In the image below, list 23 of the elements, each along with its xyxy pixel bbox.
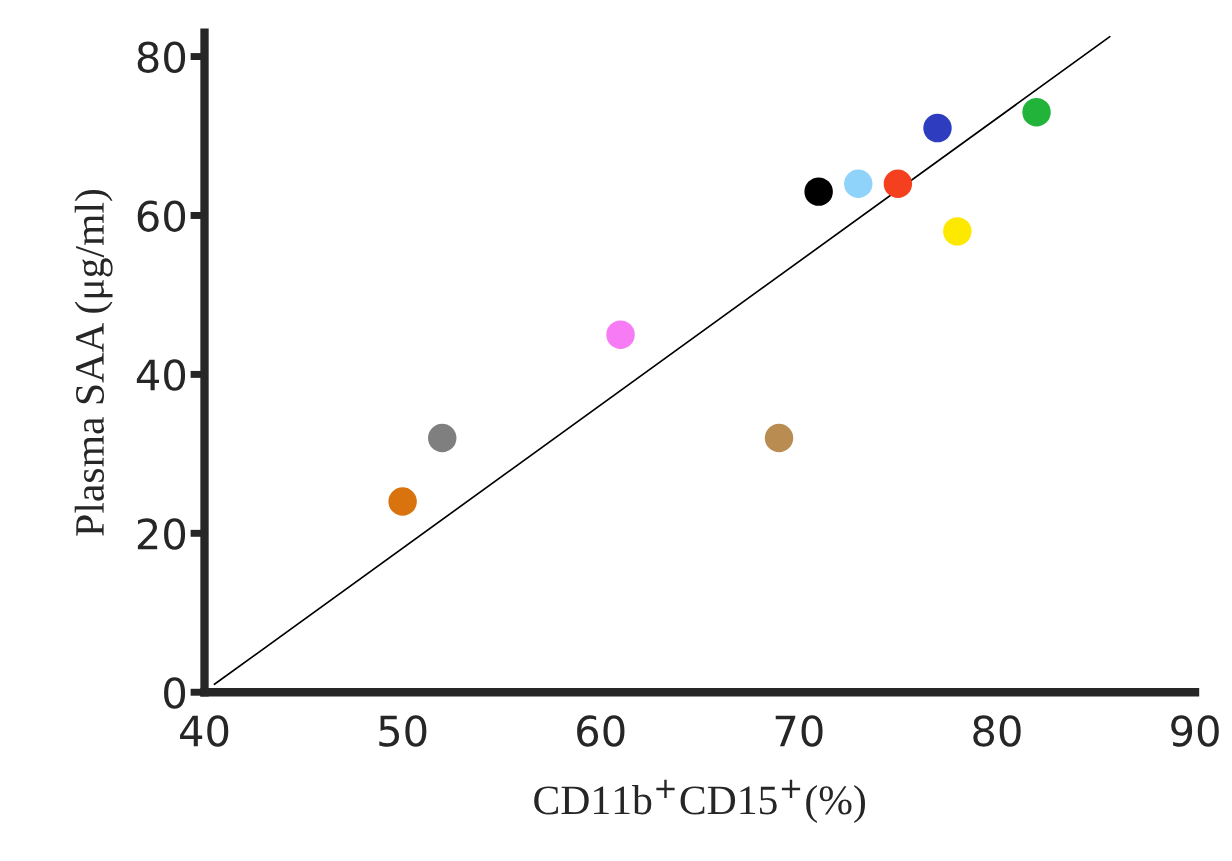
y-tick-label: 40 — [136, 359, 186, 391]
point — [606, 320, 635, 349]
x-tick-label: 40 — [180, 715, 229, 747]
point — [764, 423, 794, 453]
x-tick-label: 50 — [379, 715, 427, 747]
point — [883, 169, 913, 198]
y-tick-label: 20 — [137, 518, 186, 550]
point — [923, 113, 952, 143]
point — [1022, 97, 1051, 127]
point — [388, 487, 417, 516]
x-tick-label: 70 — [775, 715, 823, 747]
point — [844, 169, 873, 198]
point — [943, 217, 972, 246]
y-tick-label: 60 — [137, 200, 186, 232]
y-tick-label: 0 — [164, 677, 186, 709]
y-axis-title: Plasma SAA (μg/ml) — [74, 189, 113, 536]
x-axis-title: CD11b$^{+}$CD15$^{+}$(%) — [534, 779, 865, 823]
x-tick-label: 80 — [973, 715, 1021, 747]
x-tick-label: 90 — [1171, 715, 1219, 747]
x-tick-label: 60 — [577, 715, 625, 747]
y-tick-label: 80 — [137, 41, 186, 73]
point — [428, 423, 457, 453]
point — [804, 177, 833, 206]
